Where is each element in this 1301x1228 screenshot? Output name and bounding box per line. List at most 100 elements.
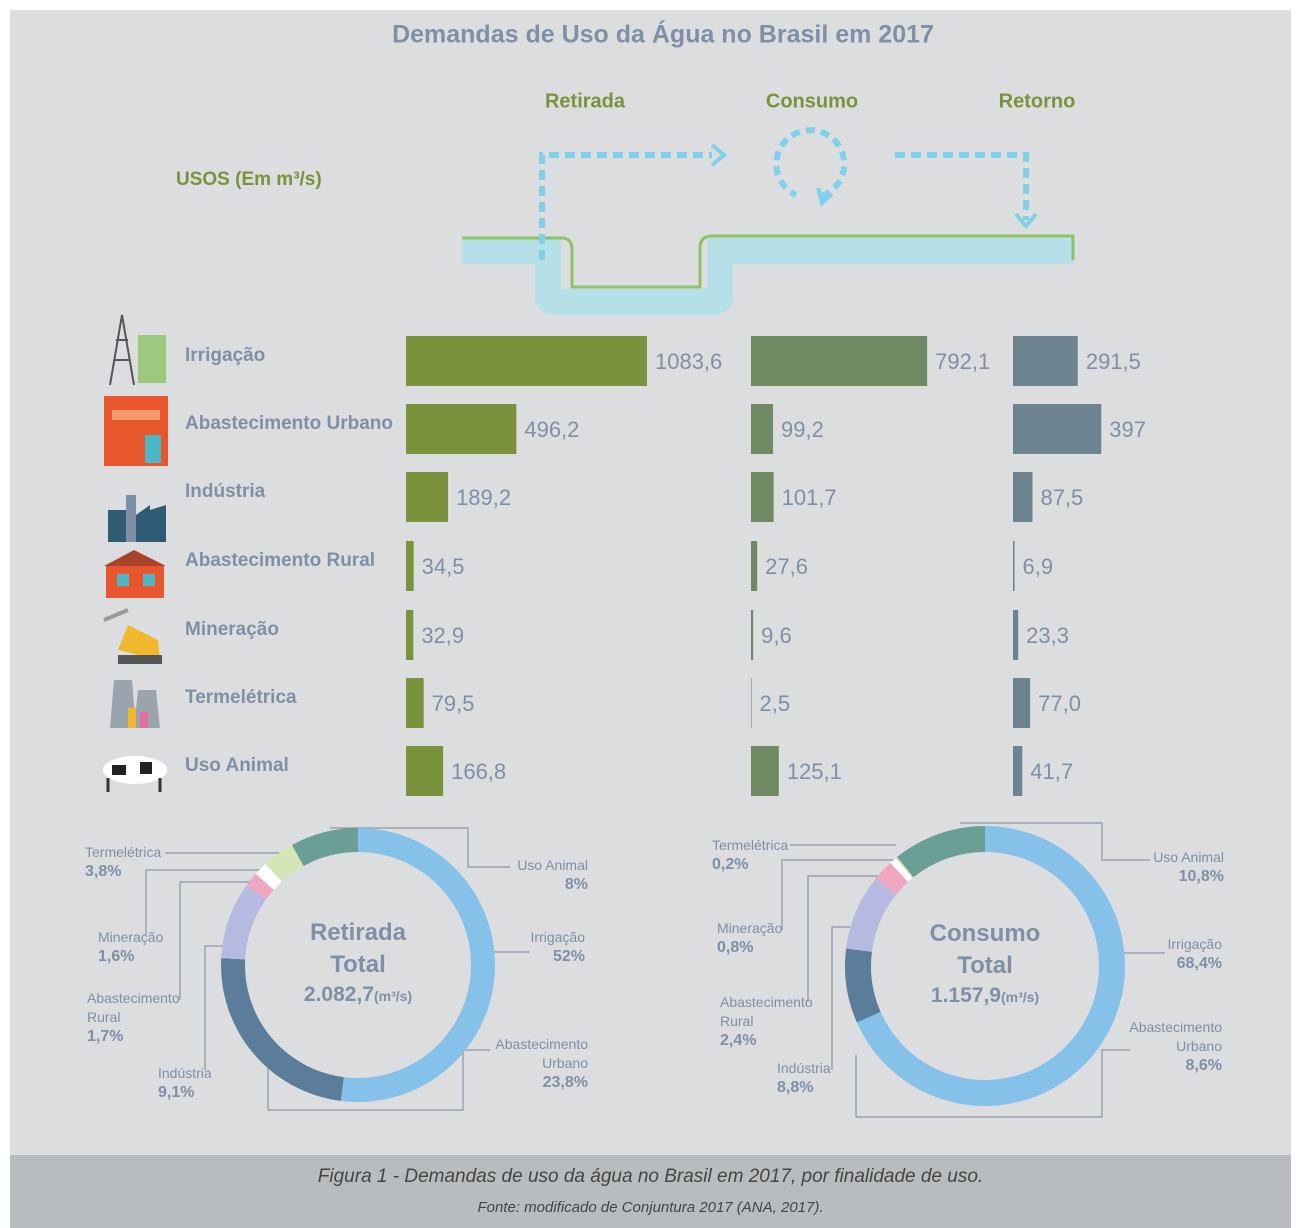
legend-name: Mineração	[717, 919, 837, 938]
legend-value: 0,8%	[717, 938, 837, 957]
total-value: 2.082,7	[304, 983, 374, 1006]
legend-value: 23,8%	[468, 1073, 588, 1092]
bar	[406, 610, 413, 660]
value-label: 9,6	[761, 623, 792, 648]
legend-name: Irrigação	[1102, 935, 1222, 954]
bar	[406, 472, 448, 522]
header: Consumo	[766, 90, 858, 112]
legend-value: 0,2%	[712, 855, 832, 874]
total-unit: (m³/s)	[1001, 989, 1039, 1005]
value-label: 496,2	[524, 417, 579, 442]
legend-value: 52%	[465, 947, 585, 966]
row-label: Termelétrica	[185, 687, 297, 708]
units-label: USOS (Em m³/s)	[176, 169, 322, 190]
donut-center: Consumo Total1.157,9(m³/s)	[885, 918, 1085, 1008]
legend-value: 3,8%	[85, 862, 205, 881]
legend-label: Uso Animal8%	[468, 856, 588, 894]
legend-value: 8,6%	[1102, 1056, 1222, 1075]
legend-name: Indústria	[777, 1059, 897, 1078]
bar	[406, 541, 414, 591]
legend-value: 68,4%	[1102, 954, 1222, 973]
legend-label: Irrigação68,4%	[1102, 935, 1222, 973]
bar	[406, 336, 647, 386]
value-label: 1083,6	[655, 349, 722, 374]
bar	[1013, 678, 1030, 728]
bar	[1013, 404, 1101, 454]
value-label: 166,8	[451, 759, 506, 784]
legend-name: Mineração	[98, 928, 218, 947]
bar	[751, 678, 752, 728]
value-label: 125,1	[787, 759, 842, 784]
header: Retirada	[545, 90, 626, 112]
value-label: 2,5	[760, 691, 791, 716]
bar	[1013, 472, 1032, 522]
total-unit: (m³/s)	[374, 988, 412, 1004]
row-label: Uso Animal	[185, 755, 289, 776]
value-label: 23,3	[1026, 623, 1069, 648]
value-label: 792,1	[935, 349, 990, 374]
value-label: 291,5	[1086, 349, 1141, 374]
bar	[406, 678, 424, 728]
caption: Figura 1 - Demandas de uso da água no Br…	[10, 1166, 1291, 1188]
bar	[406, 404, 516, 454]
value-label: 32,9	[421, 623, 464, 648]
donut-title: Retirada Total	[293, 917, 423, 981]
row-label: Indústria	[185, 481, 266, 502]
bar	[751, 746, 779, 796]
legend-name: Abastecimento Urbano	[1102, 1018, 1222, 1056]
donut-title: Consumo Total	[920, 918, 1050, 982]
legend-name: Abastecimento Rural	[720, 993, 840, 1031]
value-label: 189,2	[456, 485, 511, 510]
legend-name: Indústria	[158, 1064, 278, 1083]
row-label: Abastecimento Rural	[185, 550, 375, 571]
row-label: Irrigação	[185, 345, 265, 366]
value-label: 34,5	[422, 554, 465, 579]
legend-value: 2,4%	[720, 1031, 840, 1050]
value-label: 397	[1109, 417, 1146, 442]
value-label: 101,7	[782, 485, 837, 510]
legend-value: 1,7%	[87, 1027, 207, 1046]
bar	[751, 472, 774, 522]
bar	[751, 541, 757, 591]
donut-total: 1.157,9(m³/s)	[885, 984, 1085, 1008]
value-label: 27,6	[765, 554, 808, 579]
bar	[1013, 336, 1078, 386]
legend-name: Uso Animal	[468, 856, 588, 875]
source: Fonte: modificado de Conjuntura 2017 (AN…	[10, 1199, 1291, 1216]
bar	[751, 610, 753, 660]
legend-name: Abastecimento Urbano	[468, 1035, 588, 1073]
value-label: 77,0	[1038, 691, 1081, 716]
legend-value: 1,6%	[98, 947, 218, 966]
bar	[1013, 610, 1018, 660]
value-label: 41,7	[1030, 759, 1073, 784]
legend-name: Irrigação	[465, 928, 585, 947]
title: Demandas de Uso da Água no Brasil em 201…	[392, 20, 934, 49]
legend-name: Abastecimento Rural	[87, 989, 207, 1027]
legend-name: Uso Animal	[1104, 848, 1224, 867]
bar	[1013, 541, 1015, 591]
legend-value: 8,8%	[777, 1078, 897, 1097]
legend-value: 10,8%	[1104, 867, 1224, 886]
page: Demandas de Uso da Água no Brasil em 201…	[0, 0, 1301, 1228]
legend-name: Termelétrica	[712, 836, 832, 855]
legend-name: Termelétrica	[85, 843, 205, 862]
bar	[751, 404, 773, 454]
legend-label: Indústria8,8%	[777, 1059, 897, 1097]
bar	[751, 336, 927, 386]
donut-total: 2.082,7(m³/s)	[258, 983, 458, 1007]
bar	[406, 746, 443, 796]
value-label: 87,5	[1040, 485, 1083, 510]
legend-value: 9,1%	[158, 1083, 278, 1102]
bar	[1013, 746, 1022, 796]
